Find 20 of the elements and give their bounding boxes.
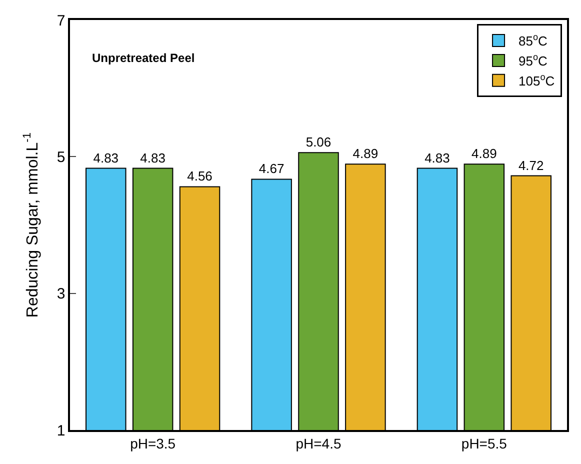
data-label: 4.83 <box>424 150 450 166</box>
x-tick-label: pH=5.5 <box>461 436 508 452</box>
legend-label: 105$^{o}$C <box>518 72 555 88</box>
data-label: 4.67 <box>258 161 284 176</box>
x-tick-label: pH=4.5 <box>296 436 342 452</box>
data-label: 4.83 <box>93 150 119 166</box>
y-tick-label: 1 <box>56 422 66 440</box>
data-label: 4.89 <box>472 146 497 162</box>
y-tick-label: 5 <box>56 148 66 166</box>
y-tick-label: 7 <box>56 12 66 30</box>
x-tick-label: pH=3.5 <box>130 436 176 452</box>
data-label: 4.89 <box>352 146 378 162</box>
data-label: 4.83 <box>140 150 166 166</box>
data-label: 4.56 <box>187 168 212 184</box>
y-tick-label: 3 <box>56 286 66 303</box>
data-label: 4.72 <box>518 158 544 173</box>
legend-label: 95$^{o}$C <box>518 52 548 69</box>
data-label: 5.06 <box>306 134 332 150</box>
legend-label: 85$^{o}$C <box>518 32 548 49</box>
annotation: Unpretreated Peel <box>92 51 195 65</box>
